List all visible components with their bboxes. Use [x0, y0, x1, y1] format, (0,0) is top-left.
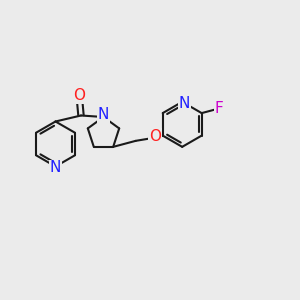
- Text: N: N: [179, 96, 190, 111]
- Text: N: N: [98, 107, 109, 122]
- Text: F: F: [214, 101, 223, 116]
- Text: N: N: [50, 160, 61, 175]
- Text: O: O: [74, 88, 86, 104]
- Text: O: O: [149, 129, 161, 144]
